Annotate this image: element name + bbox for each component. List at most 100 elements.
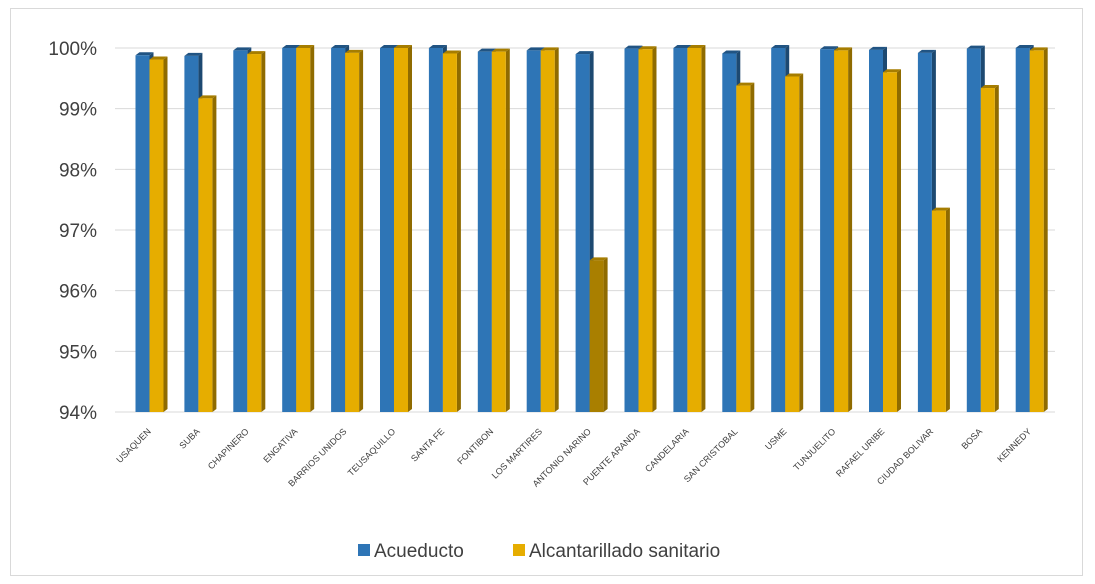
bar-top (966, 45, 985, 49)
bar-top (883, 69, 901, 73)
x-category-label: RAFAEL URIBE (834, 426, 886, 478)
bar-top (785, 73, 804, 77)
bar-acueducto (917, 52, 932, 412)
bar-side (456, 50, 461, 413)
bar-top (589, 257, 608, 261)
x-category-label: SAN CRISTOBAL (682, 426, 740, 484)
bar-alcantarillado (198, 98, 213, 412)
bar-side (945, 207, 950, 412)
y-axis-tick-labels: 94% 95% 96% 97% 98% 99% 100% (48, 39, 97, 424)
legend-swatch-alcantarillado (513, 544, 525, 556)
bar-top (380, 45, 398, 48)
bar-top (345, 49, 364, 53)
bar-side (359, 49, 364, 412)
bar-side (310, 45, 315, 412)
bar-top (673, 45, 692, 48)
bar-alcantarillado (345, 52, 360, 412)
x-category-label: USAQUEN (114, 426, 153, 465)
bar-alcantarillado (394, 48, 408, 412)
y-tick-label: 94% (59, 403, 97, 424)
bar-top (820, 46, 839, 50)
bar-top (247, 51, 266, 55)
bar-top (722, 50, 741, 54)
bar-top (149, 56, 168, 60)
bar-top (540, 47, 559, 51)
x-category-label: BOSA (959, 426, 984, 451)
y-tick-label: 98% (59, 160, 97, 181)
bar-alcantarillado (296, 48, 311, 412)
bar-alcantarillado (638, 49, 653, 413)
bar-top (394, 45, 412, 48)
x-category-label: TEUSAQUILLO (346, 426, 398, 478)
bar-acueducto (135, 55, 150, 412)
bar-acueducto (1015, 48, 1030, 412)
bar-top (834, 47, 853, 51)
bar-alcantarillado (589, 260, 604, 412)
bar-top (1015, 45, 1034, 48)
bar-top (331, 45, 350, 48)
bar-acueducto (966, 48, 981, 413)
bar-acueducto (184, 55, 199, 413)
bar-side (603, 257, 608, 412)
bar-alcantarillado (1029, 50, 1044, 412)
bar-top (687, 45, 706, 48)
bar-top (442, 50, 461, 54)
bar-top (736, 82, 755, 86)
x-category-label: USME (763, 426, 788, 451)
y-tick-label: 97% (59, 221, 97, 242)
bar-top (198, 95, 217, 99)
bar-alcantarillado (687, 48, 702, 412)
x-category-label: FONTIBON (455, 426, 495, 466)
bar-top (771, 45, 790, 48)
bar-acueducto (428, 48, 443, 412)
bar-alcantarillado (834, 50, 849, 412)
bar-alcantarillado (491, 51, 506, 412)
bar-side (799, 73, 804, 412)
bar-side (163, 56, 168, 412)
bar-top (575, 51, 594, 55)
x-category-label: SANTA FE (409, 426, 446, 463)
bar-top (980, 85, 999, 89)
bar-side (848, 47, 853, 412)
bar-top (233, 47, 252, 51)
bar-acueducto (233, 50, 248, 412)
bar-side (554, 47, 559, 412)
bar-alcantarillado (149, 59, 164, 412)
x-category-label: CANDELARIA (643, 426, 691, 474)
bar-acueducto (282, 48, 297, 412)
bar-top (135, 52, 154, 56)
x-category-label: SUBA (177, 426, 201, 450)
bar-acueducto (477, 51, 492, 412)
bar-side (261, 51, 266, 413)
bar-top (1029, 47, 1048, 51)
bar-top (282, 45, 301, 48)
legend-label-alcantarillado: Alcantarillado sanitario (529, 541, 720, 562)
x-category-label: LOS MARTIRES (490, 426, 544, 480)
bar-acueducto (624, 48, 639, 413)
legend-swatch-acueducto (358, 544, 370, 556)
bar-top (869, 46, 887, 50)
bar-alcantarillado (980, 88, 995, 412)
x-category-label: ENGATIVA (261, 426, 299, 464)
bar-side (505, 48, 510, 412)
bar-alcantarillado (785, 76, 800, 412)
bar-acueducto (575, 54, 590, 413)
bar-acueducto (869, 49, 883, 412)
bar-acueducto (771, 48, 786, 412)
x-category-label: TUNJUELITO (791, 426, 837, 472)
bars (135, 45, 1048, 413)
y-tick-label: 100% (48, 39, 97, 60)
bar-alcantarillado (931, 210, 946, 412)
bar-acueducto (722, 53, 737, 413)
bar-acueducto (331, 48, 346, 412)
y-tick-label: 96% (59, 282, 97, 303)
bar-top (491, 48, 510, 52)
bar-side (408, 45, 412, 412)
bar-side (1043, 47, 1048, 412)
y-tick-label: 99% (59, 100, 97, 121)
bar-alcantarillado (442, 53, 457, 413)
bar-top (638, 46, 657, 50)
bar-top (477, 48, 496, 52)
